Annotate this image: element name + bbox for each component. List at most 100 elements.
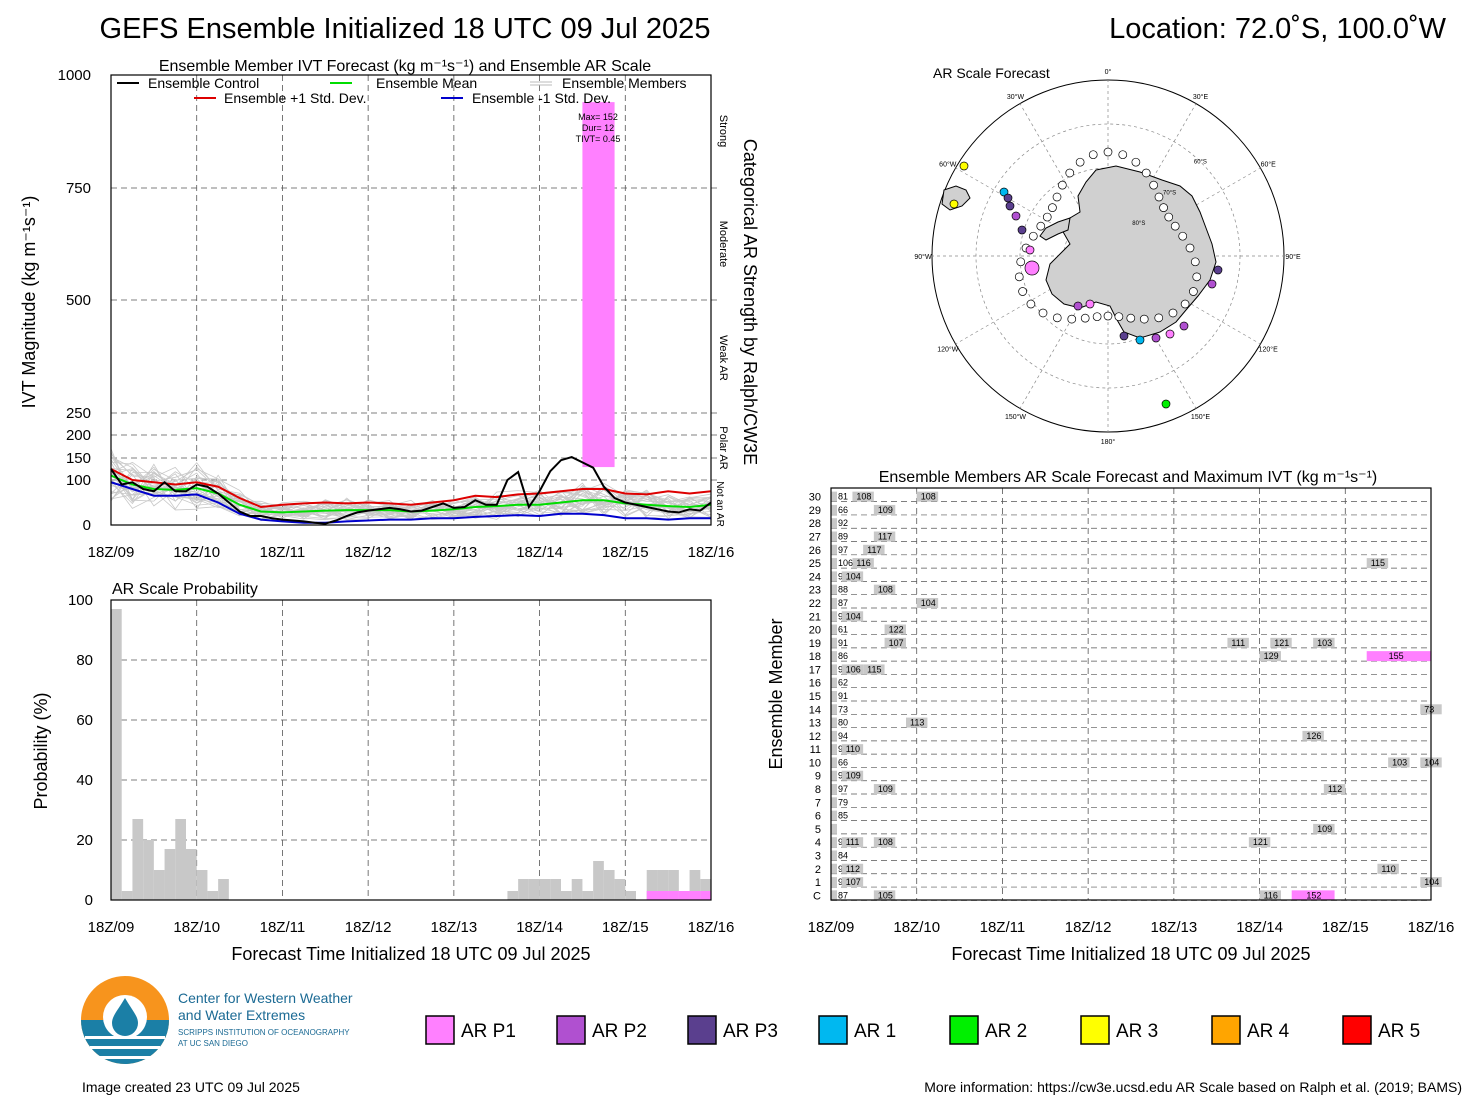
- prob-bar: [111, 609, 122, 900]
- member-ivt-cell: [1302, 730, 1324, 741]
- longitude-label: 90°E: [1285, 253, 1301, 261]
- member-initial-cell: [831, 518, 837, 529]
- member-ivt-cell: [873, 784, 896, 795]
- prob-bar-ar: [657, 891, 669, 900]
- legend-swatch: [556, 1015, 586, 1045]
- members-cells: 8110810866109928911797117106116115901048…: [831, 491, 1442, 901]
- member-label: 23: [809, 585, 821, 597]
- prob-title: AR Scale Probability: [112, 581, 258, 598]
- prob-y-tick-label: 40: [76, 772, 93, 789]
- member-ar-cell: [1366, 651, 1431, 662]
- ar-landfall-points: [949, 147, 1223, 409]
- landfall-point: [1185, 243, 1195, 253]
- member-ivt-value: 109: [878, 784, 893, 794]
- member-initial-cell: [831, 637, 837, 648]
- footer-info: More information: https://cw3e.ucsd.edu …: [924, 1079, 1462, 1095]
- meridian-line: [1019, 255, 1109, 409]
- prob-plot-frame: [110, 599, 712, 901]
- landfall-point: [1170, 221, 1180, 231]
- prob-bar: [550, 879, 561, 900]
- member-initial-cell: [831, 491, 837, 502]
- member-ivt-value: 108: [878, 837, 893, 847]
- member-label: 12: [809, 731, 821, 743]
- category-polar: Polar AR: [717, 426, 729, 469]
- members-panel: Ensemble Members AR Scale Forecast and M…: [766, 469, 1454, 964]
- ar-landfall-point: [1003, 193, 1013, 203]
- ivt-x-tick-label: 18Z/14: [516, 544, 563, 561]
- member-ivt-value: 129: [1264, 651, 1279, 661]
- legend-plus-std: Ensemble +1 Std. Dev.: [224, 90, 367, 106]
- prob-bar-ar: [668, 891, 679, 900]
- landfall-point: [1141, 168, 1151, 178]
- member-ivt-cell: [1313, 637, 1335, 648]
- members-x-tick-label: 18Z/14: [1236, 919, 1283, 936]
- ivt-y-tick-label: 0: [83, 517, 91, 534]
- prob-bar-ar: [689, 891, 701, 900]
- landfall-point: [1052, 192, 1062, 202]
- members-x-tick-label: 18Z/10: [893, 919, 940, 936]
- legend-label: AR 5: [1378, 1021, 1420, 1042]
- longitude-label: 30°E: [1193, 93, 1209, 101]
- main-title: GEFS Ensemble Initialized 18 UTC 09 Jul …: [100, 13, 711, 45]
- logo-line-1: Center for Western Weather: [178, 990, 353, 1006]
- member-initial-cell: [831, 837, 837, 848]
- prob-bar: [625, 891, 636, 900]
- member-ivt-value: 105: [878, 890, 893, 900]
- member-initial-cell: [831, 823, 837, 834]
- member-ivt-value: 79: [838, 797, 848, 807]
- member-ivt-value: 112: [846, 864, 860, 874]
- member-ivt-value: 115: [1371, 558, 1385, 568]
- member-ivt-cell: [1323, 784, 1346, 795]
- member-ivt-cell: [1388, 757, 1410, 768]
- landfall-point: [1168, 308, 1178, 318]
- antarctic-peninsula: [1039, 217, 1071, 241]
- member-label: 19: [809, 638, 821, 650]
- ar-strength-axis-label: Categorical AR Strength by Ralph/CW3E: [740, 139, 760, 465]
- landfall-point: [1026, 299, 1036, 309]
- longitude-label: 150°E: [1191, 413, 1210, 421]
- member-label: 1: [815, 877, 821, 889]
- member-ivt-value: 122: [889, 625, 904, 635]
- landfall-point: [1164, 212, 1174, 222]
- meridian-line: [1107, 167, 1261, 257]
- ar-landfall-point: [1005, 201, 1015, 211]
- member-ivt-value: 66: [838, 757, 848, 767]
- legend-label: AR P2: [592, 1021, 647, 1042]
- ivt-x-axis: 18Z/09 18Z/10 18Z/11 18Z/12 18Z/13 18Z/14 18Z/…: [88, 544, 735, 561]
- legend-swatch: [1211, 1015, 1241, 1045]
- prob-bar: [153, 870, 165, 900]
- logo-line-4: AT UC SAN DIEGO: [178, 1039, 248, 1048]
- prob-x-tick-label: 18Z/16: [688, 919, 735, 936]
- longitude-label: 60°E: [1261, 161, 1277, 169]
- prob-x-axis-label: Forecast Time Initialized 18 UTC 09 Jul …: [231, 944, 590, 964]
- ensemble-member-line: [110, 474, 712, 518]
- member-ivt-cell: [873, 837, 896, 848]
- ivt-panel: Ensemble Member IVT Forecast (kg m⁻¹s⁻¹)…: [19, 58, 760, 561]
- member-initial-cell: [831, 597, 837, 608]
- landfall-point: [1103, 311, 1113, 321]
- prob-x-tick-label: 18Z/09: [88, 919, 135, 936]
- member-ivt-cell: [873, 890, 896, 901]
- prob-x-tick-label: 18Z/14: [516, 919, 563, 936]
- member-initial-cell: [831, 504, 837, 515]
- ar-duration-bar: [582, 102, 615, 468]
- member-ivt-value: 97: [838, 545, 848, 555]
- members-x-axis: 18Z/09 18Z/10 18Z/11 18Z/12 18Z/13 18Z/14 18Z/…: [808, 919, 1455, 936]
- meridian-line: [955, 255, 1109, 345]
- ivt-title: Ensemble Member IVT Forecast (kg m⁻¹s⁻¹)…: [159, 58, 651, 75]
- landfall-point: [1080, 313, 1090, 323]
- legend-mean: Ensemble Mean: [376, 75, 477, 91]
- annotation-max: Max= 152: [578, 112, 618, 122]
- landfall-point: [1014, 272, 1024, 282]
- member-ivt-cell: [841, 877, 864, 888]
- member-ivt-value: 104: [921, 598, 936, 608]
- ivt-y-tick-label: 1000: [58, 67, 91, 84]
- member-label: 29: [809, 505, 821, 517]
- ivt-legend: Ensemble Control Ensemble Mean Ensemble …: [117, 75, 687, 106]
- ivt-x-tick-label: 18Z/12: [345, 544, 392, 561]
- prob-bar: [175, 819, 186, 900]
- landfall-point: [1057, 180, 1067, 190]
- logo-stripe-3: [98, 1056, 152, 1059]
- member-initial-cell: [831, 558, 837, 569]
- member-ivt-value: 111: [1231, 638, 1245, 648]
